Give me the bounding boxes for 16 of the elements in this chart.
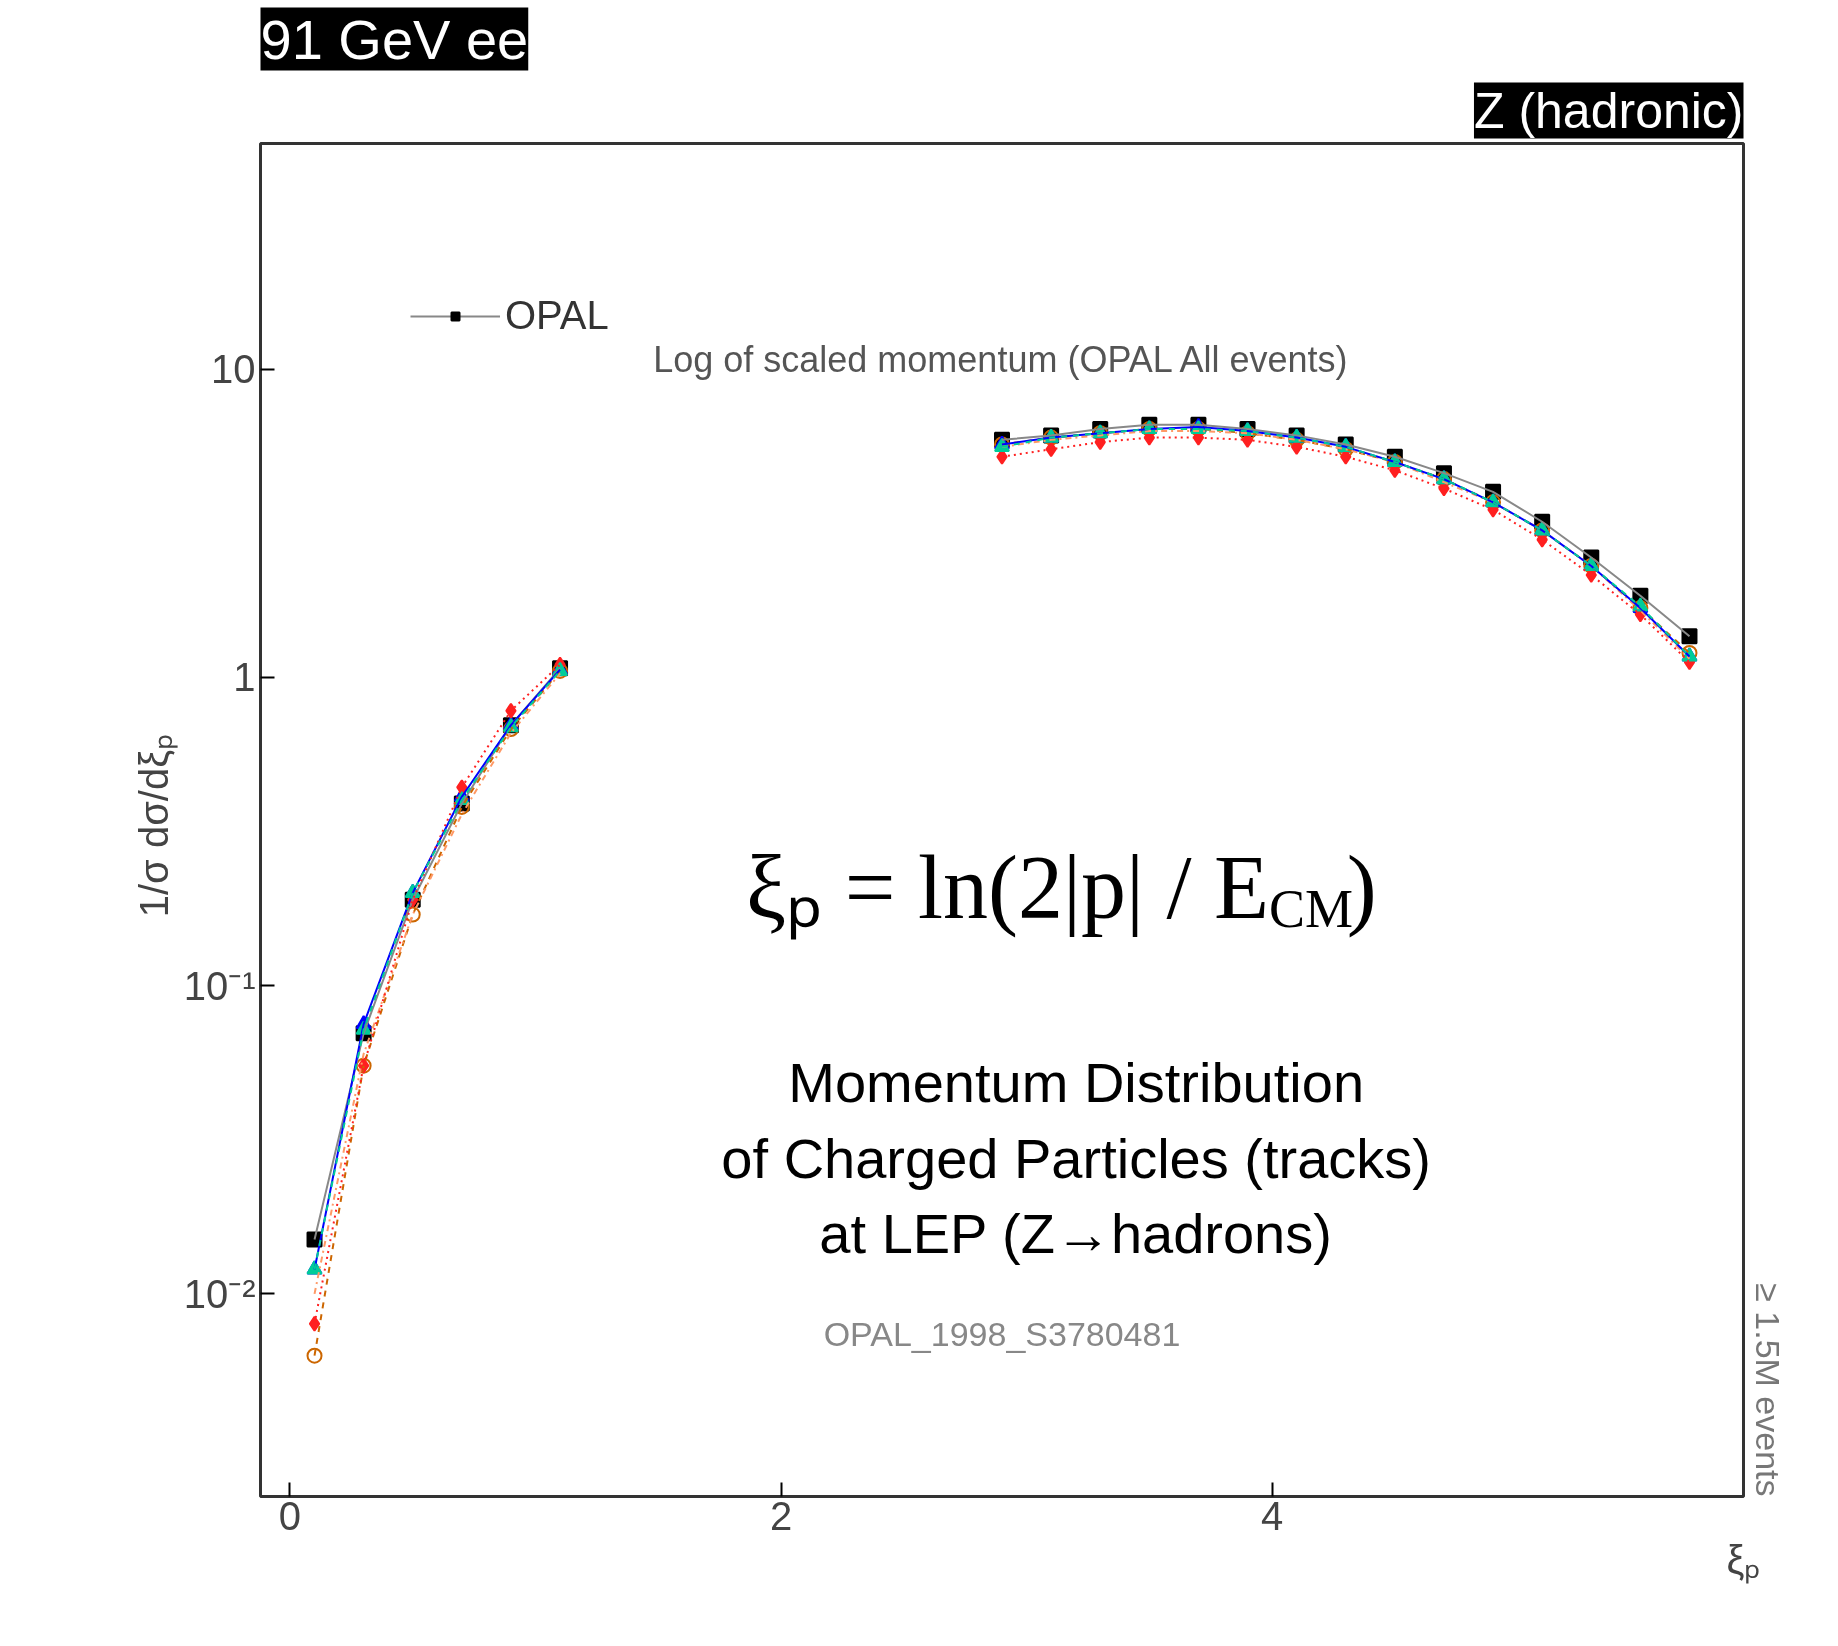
text: ≥ 1.5M events xyxy=(1748,1283,1787,1497)
annotation: Momentum Distribution of Charged Particles (tracks) at LEP (Z→hadrons) xyxy=(721,1051,1431,1266)
chart-subtitle: Z (hadronic) xyxy=(1473,82,1744,139)
y-tick-label: 10 xyxy=(211,347,256,392)
y-axis-title: 1/σ dσ/dξₚ xyxy=(131,733,178,918)
chart-title: 91 GeV ee xyxy=(260,7,529,71)
x-tick-label: 2 xyxy=(769,1493,793,1538)
annotation: Log of scaled momentum (OPAL All events) xyxy=(653,339,1348,381)
x-axis-title: ξₚ xyxy=(1726,1537,1761,1584)
annotation: OPAL_1998_S3780481 xyxy=(823,1315,1181,1354)
y-tick-label: 1 xyxy=(233,655,256,700)
legend-label: OPAL xyxy=(505,293,609,338)
y-tick-label: 10⁻¹ xyxy=(183,963,256,1008)
x-tick-label: 0 xyxy=(278,1493,302,1538)
x-tick-label: 4 xyxy=(1260,1493,1284,1538)
y-tick-label: 10⁻² xyxy=(183,1271,256,1316)
